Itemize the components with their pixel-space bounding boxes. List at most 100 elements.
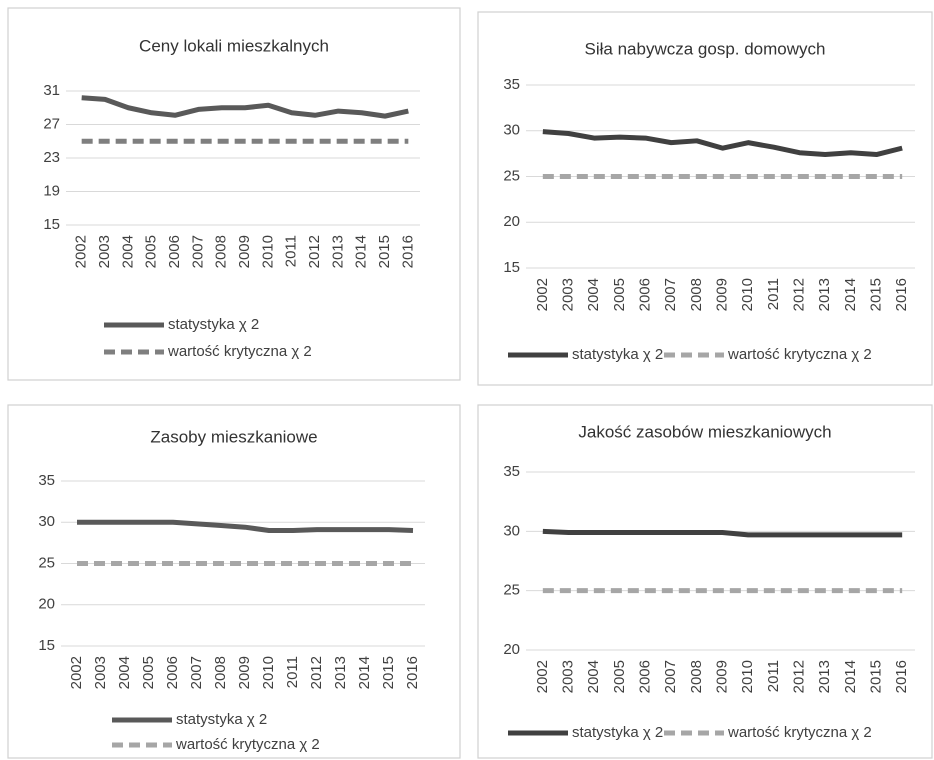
x-tick-label: 2015: [380, 656, 397, 689]
x-tick-label: 2005: [611, 278, 628, 311]
x-tick-label: 2015: [867, 660, 884, 693]
panel: [7, 7, 461, 381]
x-tick-label: 2015: [867, 278, 884, 311]
x-tick-label: 2008: [688, 660, 705, 693]
x-tick-label: 2002: [534, 278, 551, 311]
x-tick-label: 2011: [283, 235, 300, 267]
x-tick-label: 2015: [376, 235, 393, 268]
y-tick-label: 25: [38, 554, 55, 571]
x-tick-label: 2010: [739, 660, 756, 693]
x-tick-label: 2009: [236, 656, 253, 689]
y-tick-label: 35: [503, 76, 520, 93]
legend-label: statystyka χ 2: [572, 724, 663, 741]
x-tick-label: 2006: [636, 660, 653, 693]
x-tick-label: 2011: [765, 660, 782, 692]
x-tick-label: 2008: [213, 235, 230, 268]
panel: [477, 11, 933, 386]
legend-label: wartość krytyczna χ 2: [727, 346, 872, 363]
panel: [477, 404, 933, 759]
series-line: [542, 528, 903, 538]
x-tick-label: 2013: [329, 235, 346, 268]
x-tick-label: 2002: [68, 656, 85, 689]
x-tick-label: 2013: [332, 656, 349, 689]
x-tick-label: 2002: [534, 660, 551, 693]
x-tick-label: 2007: [662, 278, 679, 311]
x-tick-label: 2005: [140, 656, 157, 689]
x-tick-label: 2016: [399, 235, 416, 268]
x-tick-label: 2007: [188, 656, 205, 689]
y-tick-label: 20: [38, 596, 55, 613]
x-tick-label: 2004: [585, 278, 602, 311]
y-tick-label: 15: [38, 637, 55, 654]
x-tick-label: 2012: [790, 278, 807, 311]
x-tick-label: 2003: [559, 660, 576, 693]
x-tick-label: 2016: [893, 278, 910, 311]
x-tick-label: 2014: [842, 278, 859, 311]
y-tick-label: 19: [43, 182, 60, 199]
chart-title: Jakość zasobów mieszkaniowych: [578, 422, 831, 441]
y-tick-label: 30: [38, 513, 55, 530]
series-line: [542, 129, 903, 158]
legend-label: wartość krytyczna χ 2: [727, 724, 872, 741]
x-tick-label: 2016: [893, 660, 910, 693]
x-tick-label: 2007: [189, 235, 206, 268]
x-tick-label: 2010: [260, 656, 277, 689]
x-tick-label: 2014: [356, 656, 373, 689]
y-tick-label: 23: [43, 149, 60, 166]
series-line: [77, 519, 414, 533]
x-tick-label: 2008: [212, 656, 229, 689]
series-line: [81, 95, 409, 119]
chart-title: Zasoby mieszkaniowe: [150, 427, 317, 446]
x-tick-label: 2012: [306, 235, 323, 268]
legend-label: wartość krytyczna χ 2: [175, 736, 320, 753]
x-tick-label: 2014: [842, 660, 859, 693]
x-tick-label: 2005: [611, 660, 628, 693]
x-tick-label: 2008: [688, 278, 705, 311]
x-tick-label: 2011: [765, 278, 782, 310]
y-tick-label: 25: [503, 582, 520, 599]
x-tick-label: 2010: [739, 278, 756, 311]
y-tick-label: 35: [38, 472, 55, 489]
y-tick-label: 25: [503, 167, 520, 184]
y-tick-label: 15: [503, 259, 520, 276]
x-tick-label: 2003: [96, 235, 113, 268]
panel: [7, 404, 461, 759]
x-tick-label: 2006: [164, 656, 181, 689]
x-tick-label: 2013: [816, 278, 833, 311]
x-tick-label: 2010: [259, 235, 276, 268]
x-tick-label: 2003: [559, 278, 576, 311]
legend-label: statystyka χ 2: [176, 711, 267, 728]
y-tick-label: 30: [503, 522, 520, 539]
x-tick-label: 2012: [308, 656, 325, 689]
y-tick-label: 31: [43, 82, 60, 99]
y-tick-label: 35: [503, 463, 520, 480]
y-tick-label: 15: [43, 216, 60, 233]
legend-label: statystyka χ 2: [572, 346, 663, 363]
x-tick-label: 2005: [143, 235, 160, 268]
x-tick-label: 2004: [585, 660, 602, 693]
x-tick-label: 2007: [662, 660, 679, 693]
x-tick-label: 2006: [166, 235, 183, 268]
x-tick-label: 2003: [92, 656, 109, 689]
x-tick-label: 2013: [816, 660, 833, 693]
chart-title: Siła nabywcza gosp. domowych: [585, 39, 826, 58]
y-tick-label: 30: [503, 122, 520, 139]
x-tick-label: 2009: [713, 660, 730, 693]
x-tick-label: 2014: [353, 235, 370, 268]
x-tick-label: 2009: [713, 278, 730, 311]
x-tick-label: 2016: [404, 656, 421, 689]
legend-label: statystyka χ 2: [168, 316, 259, 333]
x-tick-label: 2011: [284, 656, 301, 688]
x-tick-label: 2012: [790, 660, 807, 693]
y-tick-label: 20: [503, 213, 520, 230]
chart-title: Ceny lokali mieszkalnych: [139, 36, 329, 55]
y-tick-label: 27: [43, 115, 60, 132]
x-tick-label: 2004: [119, 235, 136, 268]
x-tick-label: 2002: [73, 235, 90, 268]
legend-label: wartość krytyczna χ 2: [167, 343, 312, 360]
x-tick-label: 2006: [636, 278, 653, 311]
x-tick-label: 2004: [116, 656, 133, 689]
x-tick-label: 2009: [236, 235, 253, 268]
